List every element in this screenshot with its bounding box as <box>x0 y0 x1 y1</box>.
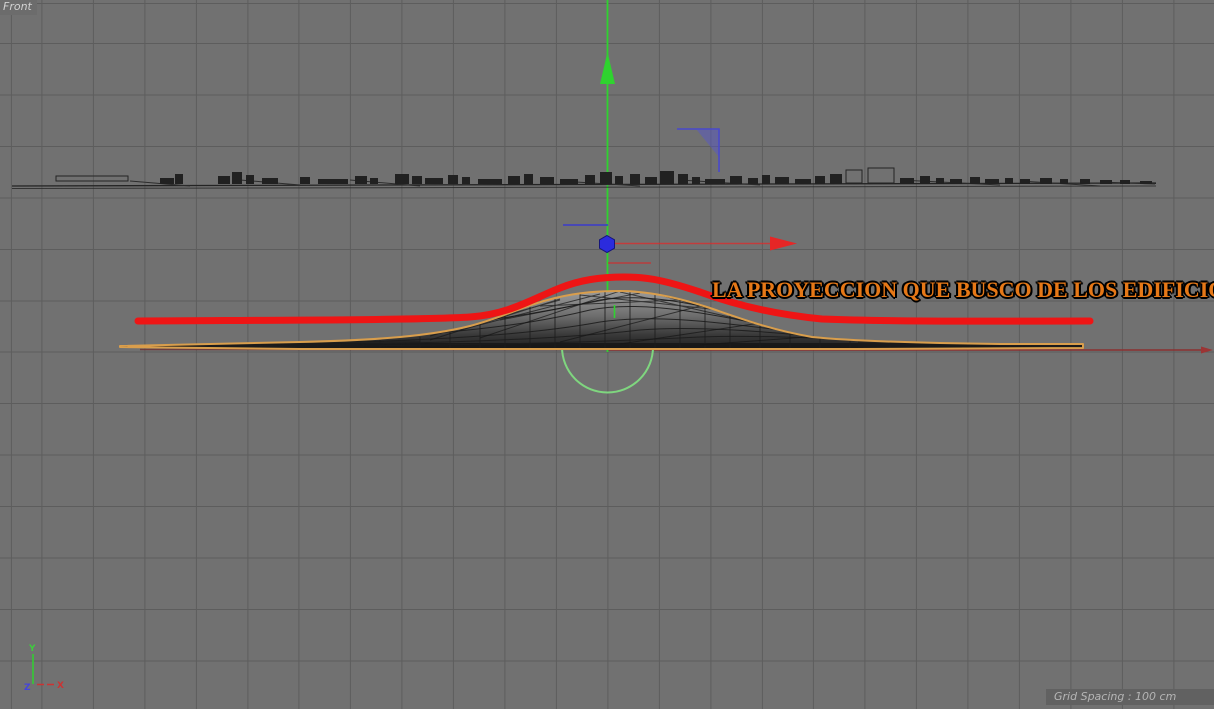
origin-point-handle[interactable] <box>599 234 615 254</box>
plane-handle-bracket[interactable] <box>677 128 720 172</box>
skyline-wireframe-object[interactable] <box>11 167 1157 189</box>
gizmo-y-label: Y <box>28 644 36 654</box>
y-axis-arrow-icon[interactable] <box>600 52 615 84</box>
dome-selection-outline <box>119 290 1084 350</box>
annotation-text: LA PROYECCION QUE BUSCO DE LOS EDIFICIOS <box>712 277 1214 302</box>
gizmo-z-label: Z <box>24 683 31 693</box>
front-view-label: Front <box>0 0 37 15</box>
x-axis-handle[interactable] <box>610 236 797 251</box>
grid-spacing-status: Grid Spacing : 100 cm <box>1046 689 1214 705</box>
projection-spline[interactable] <box>134 273 1094 325</box>
world-x-axis-arrow-icon <box>1201 346 1213 354</box>
skyline-buildings <box>160 171 1152 184</box>
axis-orientation-gizmo: Y Z X <box>24 644 64 693</box>
gizmo-x-label: X <box>57 681 64 691</box>
x-axis-arrow-icon[interactable] <box>770 236 797 251</box>
